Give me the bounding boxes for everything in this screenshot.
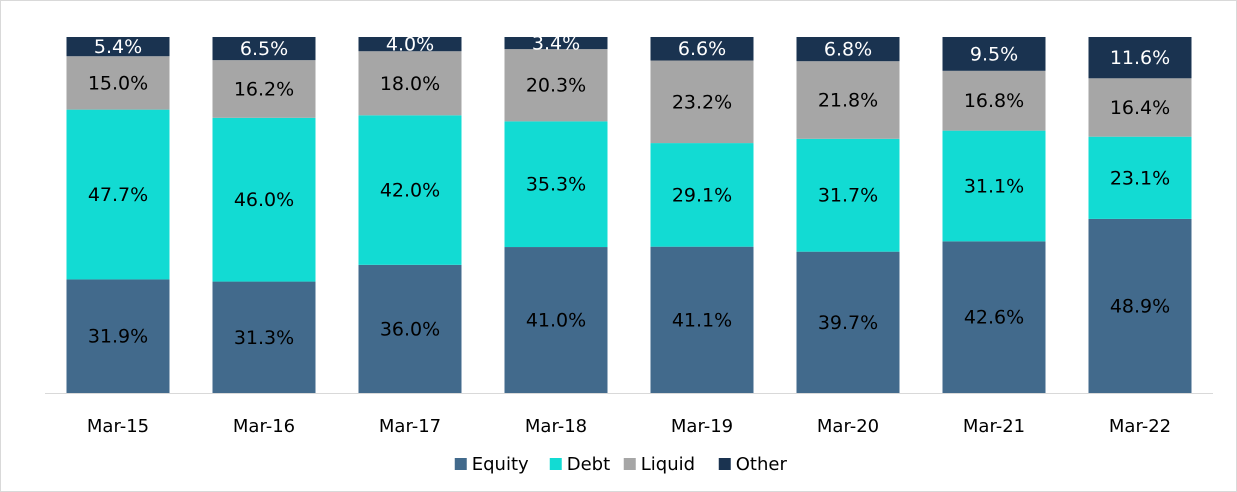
bar-segment	[504, 247, 608, 393]
x-tick-label: Mar-16	[233, 416, 295, 437]
data-label: 46.0%	[234, 189, 294, 211]
data-label: 16.8%	[964, 90, 1024, 112]
data-label: 4.0%	[386, 34, 434, 56]
data-label: 21.8%	[818, 90, 878, 112]
legend-swatch	[718, 458, 731, 470]
x-tick-label: Mar-22	[1109, 416, 1171, 437]
bar-segment	[650, 60, 754, 144]
data-label: 6.8%	[824, 39, 872, 61]
bar-segment	[66, 56, 170, 110]
data-label: 35.3%	[526, 174, 586, 196]
data-label: 48.9%	[1110, 295, 1170, 317]
data-label: 41.1%	[672, 309, 732, 331]
data-label: 42.0%	[380, 180, 440, 202]
data-label: 16.4%	[1110, 97, 1170, 119]
data-label: 9.5%	[970, 43, 1018, 65]
x-tick-label: Mar-20	[817, 416, 879, 437]
bar-segment	[796, 61, 900, 139]
bar-segment	[796, 138, 900, 252]
bar-segment	[650, 143, 754, 247]
data-label: 15.0%	[88, 72, 148, 94]
bar-segment	[358, 115, 462, 265]
data-label: 16.2%	[234, 78, 294, 100]
x-tick-label: Mar-17	[379, 416, 441, 437]
bar-segment	[212, 117, 316, 282]
data-label: 29.1%	[672, 184, 732, 206]
legend-swatch	[549, 458, 562, 470]
bar-segment	[650, 246, 754, 393]
bar-segment	[66, 279, 170, 393]
data-label: 6.6%	[678, 38, 726, 60]
bar-segment	[212, 37, 316, 61]
data-label: 31.3%	[234, 327, 294, 349]
bar-segment	[66, 37, 170, 57]
data-label: 23.2%	[672, 91, 732, 113]
bar-segment	[1088, 78, 1192, 137]
bar-segment	[796, 37, 900, 62]
data-label: 47.7%	[88, 184, 148, 206]
bar-segment	[1088, 136, 1192, 219]
bar-segment	[358, 37, 462, 52]
legend-label: Liquid	[641, 454, 695, 475]
bar-segment	[650, 37, 754, 61]
data-label: 20.3%	[526, 75, 586, 97]
bar-segment	[942, 37, 1046, 71]
legend-swatch	[623, 458, 636, 470]
bar-segment	[504, 49, 608, 122]
bar-segment	[212, 60, 316, 118]
data-label: 5.4%	[94, 36, 142, 58]
bar-segment	[504, 121, 608, 248]
data-label: 31.9%	[88, 326, 148, 348]
bar-segment	[942, 70, 1046, 131]
legend-label: Equity	[472, 454, 529, 475]
bar-segment	[1088, 218, 1192, 393]
data-label: 42.6%	[964, 307, 1024, 329]
data-label: 23.1%	[1110, 167, 1170, 189]
bar-segment	[942, 241, 1046, 393]
x-tick-label: Mar-19	[671, 416, 733, 437]
x-tick-label: Mar-15	[87, 416, 149, 437]
bar-segment	[212, 281, 316, 393]
data-label: 11.6%	[1110, 47, 1170, 69]
legend-label: Other	[736, 454, 788, 475]
data-label: 41.0%	[526, 310, 586, 332]
bar-segment	[1088, 37, 1192, 79]
data-label: 39.7%	[818, 312, 878, 334]
legend-swatch	[454, 458, 467, 470]
data-label: 3.4%	[532, 33, 580, 55]
legend-label: Debt	[567, 454, 610, 475]
bar-segment	[942, 130, 1046, 242]
bar-segment	[504, 37, 608, 50]
bar-segment	[796, 251, 900, 393]
data-label: 31.1%	[964, 175, 1024, 197]
data-label: 31.7%	[818, 185, 878, 207]
data-label: 36.0%	[380, 318, 440, 340]
x-tick-label: Mar-18	[525, 416, 587, 437]
data-label: 6.5%	[240, 38, 288, 60]
bar-segment	[66, 109, 170, 280]
bar-segment	[358, 264, 462, 393]
data-label: 18.0%	[380, 73, 440, 95]
bar-segment	[358, 51, 462, 116]
x-tick-label: Mar-21	[963, 416, 1025, 437]
